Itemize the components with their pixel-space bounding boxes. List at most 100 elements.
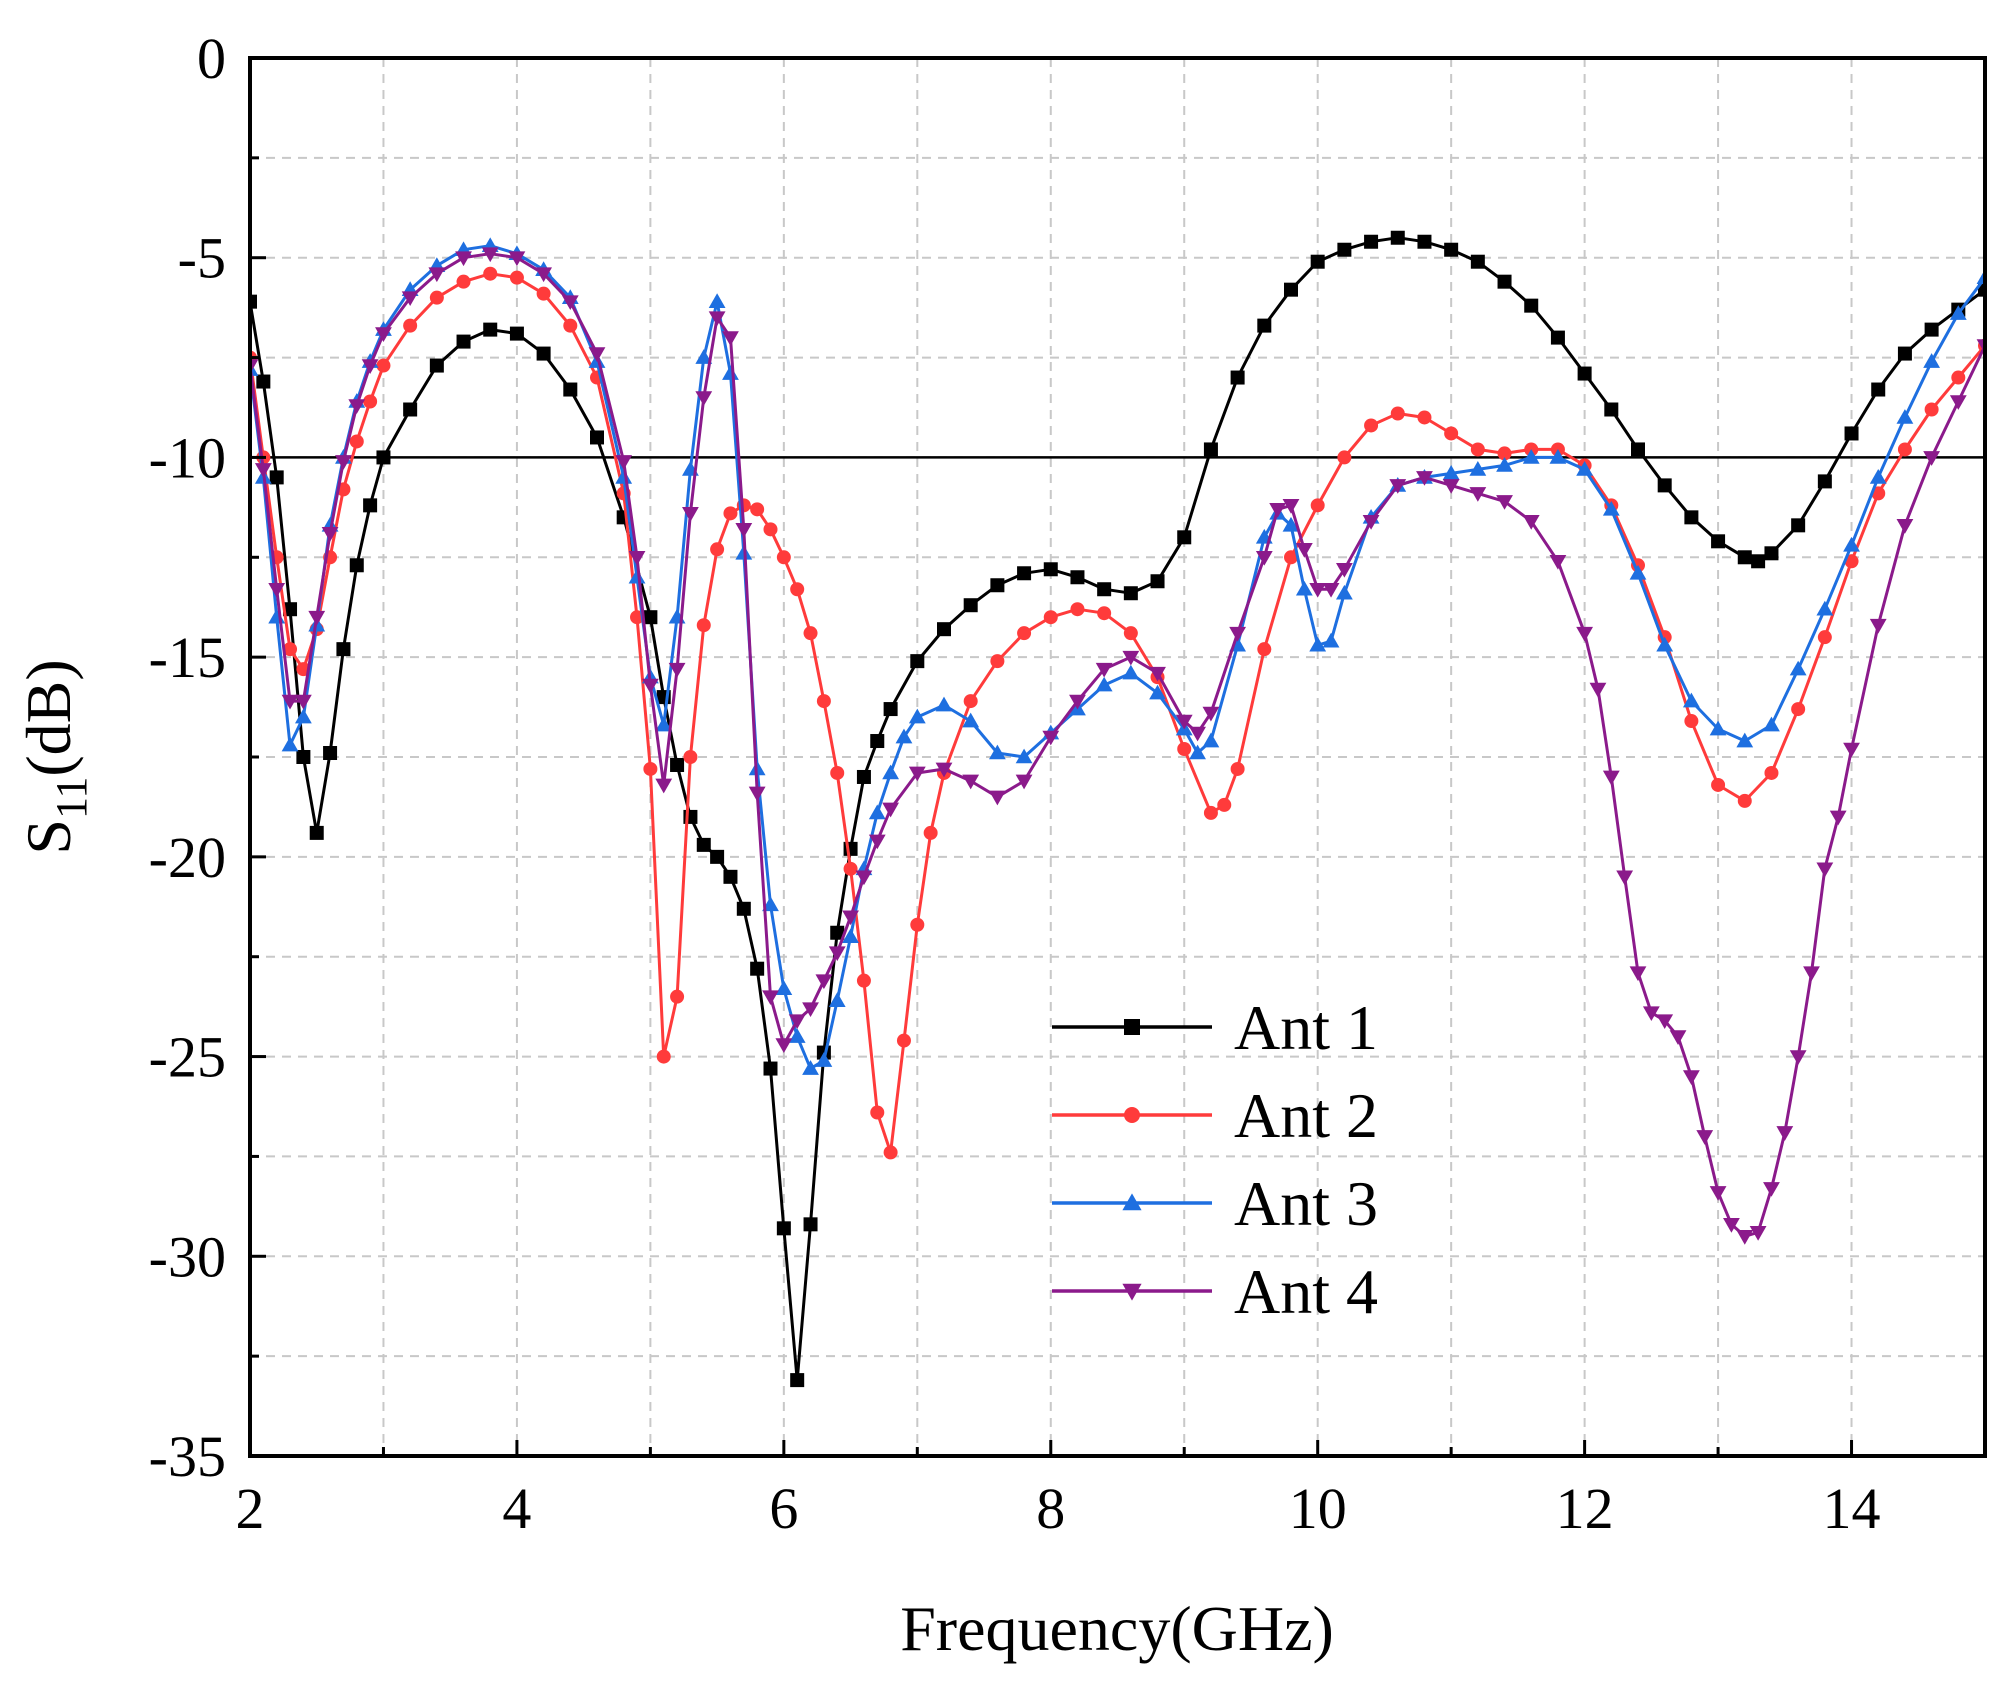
data-point	[990, 578, 1005, 593]
data-point	[1284, 282, 1298, 297]
data-point	[535, 267, 553, 283]
data-point	[910, 654, 925, 669]
data-point	[1444, 426, 1459, 441]
data-point	[1442, 465, 1460, 480]
data-point	[775, 980, 793, 995]
data-point	[403, 402, 418, 417]
data-point	[1751, 554, 1766, 569]
data-point	[308, 610, 326, 626]
y-tick-label: -10	[149, 425, 226, 490]
data-point	[1097, 582, 1112, 597]
data-point	[1122, 650, 1140, 666]
data-point	[1896, 519, 1914, 534]
data-point	[1015, 774, 1033, 790]
y-tick-label: -35	[149, 1424, 226, 1489]
data-point	[1069, 694, 1086, 710]
data-point	[429, 358, 444, 373]
data-point	[1629, 966, 1647, 982]
data-point	[1444, 242, 1459, 257]
data-point	[1229, 626, 1247, 642]
data-point	[536, 346, 551, 361]
data-point	[815, 1052, 833, 1067]
data-point	[1257, 642, 1272, 657]
data-point	[908, 708, 926, 724]
data-point	[1416, 471, 1433, 486]
data-point	[321, 527, 339, 542]
data-point	[1309, 636, 1327, 652]
data-point	[563, 318, 578, 333]
data-point	[830, 925, 845, 940]
data-point	[1497, 446, 1512, 461]
series-line	[250, 252, 1985, 1238]
data-point	[855, 870, 873, 886]
data-point	[830, 765, 845, 780]
data-point	[1202, 732, 1220, 748]
data-point	[483, 266, 498, 281]
data-point	[1217, 797, 1232, 812]
data-point	[988, 790, 1006, 806]
data-point	[403, 318, 418, 333]
data-point	[1417, 234, 1432, 249]
data-point	[883, 702, 898, 717]
data-point	[1843, 742, 1860, 758]
data-point	[1776, 1126, 1794, 1141]
data-point	[1764, 765, 1779, 780]
data-point	[723, 869, 738, 884]
data-point	[1656, 1014, 1674, 1030]
data-point	[1897, 442, 1912, 457]
x-tick-label: 4	[502, 1476, 531, 1541]
data-point	[1335, 562, 1353, 578]
data-point	[1576, 461, 1594, 476]
data-point	[736, 901, 751, 916]
data-point	[1389, 479, 1407, 494]
data-point	[1042, 730, 1060, 746]
data-point	[856, 769, 871, 784]
data-point	[361, 359, 379, 374]
series-line	[250, 272, 1985, 1154]
data-point	[1282, 499, 1300, 514]
data-point	[775, 1038, 793, 1053]
data-point	[1642, 1006, 1660, 1022]
data-point	[429, 290, 444, 305]
grid-lines	[250, 58, 1985, 1456]
data-point	[1310, 498, 1325, 513]
data-point	[896, 1033, 911, 1048]
data-point	[483, 322, 498, 337]
data-point	[1604, 402, 1619, 417]
data-point	[935, 762, 953, 778]
x-tick-label: 10	[1289, 1476, 1347, 1541]
data-point	[870, 734, 885, 749]
data-point	[336, 642, 351, 657]
legend-label: Ant 1	[1234, 992, 1378, 1063]
data-point	[509, 270, 524, 285]
data-point	[1602, 770, 1620, 786]
data-point	[1043, 610, 1058, 625]
data-point	[1736, 1230, 1754, 1245]
data-point	[935, 696, 953, 712]
data-point	[1711, 534, 1726, 549]
data-point	[1189, 744, 1206, 760]
data-point	[1390, 406, 1405, 421]
x-tick-labels: 2 4 6 8 10 12 14	[236, 1476, 1881, 1541]
data-point	[1871, 382, 1886, 397]
data-point	[788, 1028, 806, 1043]
series-ant-1	[250, 230, 1985, 1388]
y-axis-title-subscript: 11	[47, 777, 96, 819]
data-point	[1203, 442, 1218, 457]
data-point	[695, 391, 713, 406]
data-point	[1123, 586, 1138, 601]
axis-ticks	[248, 56, 1987, 1458]
data-point	[1696, 1130, 1714, 1145]
data-point	[1122, 664, 1140, 680]
data-point	[363, 394, 378, 409]
data-point	[1364, 234, 1379, 249]
data-point	[1202, 706, 1220, 722]
data-point	[722, 365, 739, 380]
data-point	[349, 558, 364, 573]
legend-item: Ant 1	[1052, 992, 1378, 1063]
data-point	[1817, 630, 1832, 645]
data-point	[1829, 810, 1847, 826]
legend-swatch-marker	[1122, 1193, 1142, 1211]
data-point	[1791, 702, 1806, 717]
data-point	[908, 766, 926, 782]
